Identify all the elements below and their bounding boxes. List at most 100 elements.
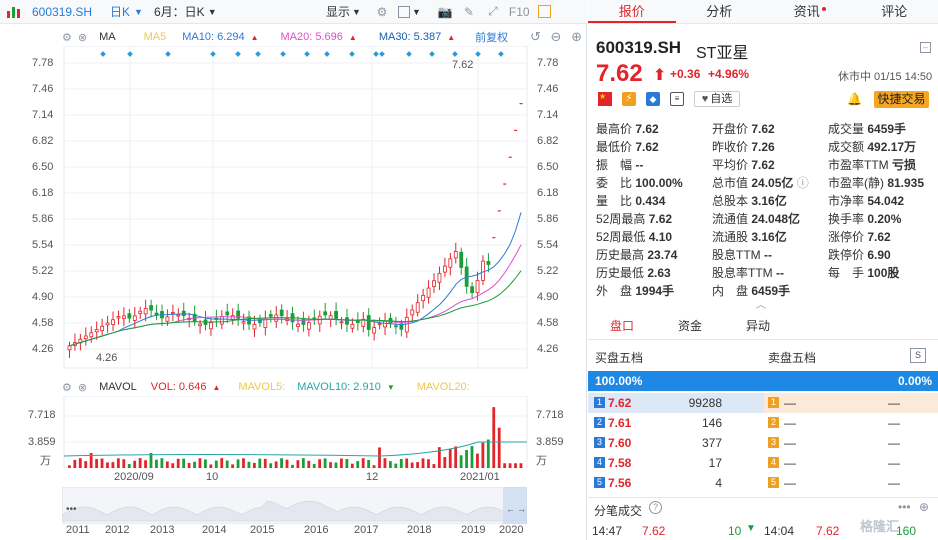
candle [442, 265, 447, 273]
price-tick-label: 7.14 [32, 109, 54, 121]
checkbox-icon[interactable]: ▼ [394, 0, 425, 24]
buy-price: 7.62 [608, 396, 632, 410]
sell-ratio: 0.00% [897, 374, 932, 388]
bell-icon[interactable]: 🔔 [847, 92, 862, 106]
ma10-line [69, 212, 522, 347]
stat-item: 涨停价 7.62 [828, 228, 891, 245]
quote-name: ST亚星 [696, 45, 749, 62]
gear-icon[interactable]: ⚙ [62, 31, 72, 44]
tab-news[interactable]: 资讯 [763, 0, 851, 23]
help-icon[interactable]: ? [649, 501, 662, 514]
tag-icon[interactable]: ◆ [646, 92, 660, 106]
stat-item: 振 幅 -- [596, 156, 643, 173]
volume-bar [345, 459, 349, 468]
price-tick-label: 6.18 [537, 187, 559, 199]
range-select[interactable]: 6月：日K ▼ [150, 0, 224, 24]
volume-bar [378, 447, 381, 468]
stat-key: 历史最低 [596, 266, 648, 280]
info-icon[interactable]: ⓘ [793, 176, 809, 190]
stat-item: 52周最低 4.10 [596, 228, 672, 245]
expand-icon[interactable]: ⤢ [488, 4, 498, 18]
event-marker [429, 51, 435, 57]
stat-item: 跌停价 6.90 [828, 246, 891, 263]
mavol20-label: MAVOL20: [416, 381, 470, 393]
tab-movement[interactable]: 异动 [745, 319, 770, 333]
panel-toggle-icon[interactable] [534, 0, 555, 24]
stat-value: 7.62 [635, 140, 659, 154]
undo-icon[interactable]: ↺ [530, 29, 541, 44]
stat-item: 委 比 100.00% [596, 174, 683, 191]
candle [415, 302, 420, 313]
range-navigator[interactable]: ••• ← → [62, 487, 527, 524]
stat-value: 7.26 [751, 140, 775, 154]
candle [399, 323, 404, 330]
kline-chart[interactable] [0, 46, 587, 370]
chevron-up-icon[interactable]: ︿ [756, 300, 766, 311]
stat-key: 52周最高 [596, 212, 649, 226]
price-tick-label: 4.26 [537, 343, 559, 355]
adjust-select[interactable]: 前复权 [475, 32, 509, 44]
candle [426, 287, 431, 298]
chart-logo-icon [0, 0, 28, 24]
f10-button[interactable]: F10 [508, 4, 530, 19]
pen-icon[interactable]: ✎ [463, 4, 474, 19]
ma5-label: MA5 [143, 31, 167, 43]
volume-bar [301, 458, 305, 468]
quick-trade-button[interactable]: 快捷交易 [874, 91, 929, 108]
candle [481, 260, 485, 281]
add-watchlist-button[interactable]: ♥ 自选 [694, 91, 740, 107]
more-icon[interactable]: ••• [898, 500, 911, 514]
volume-bar [383, 458, 387, 468]
volume-bar [285, 459, 289, 468]
candle [198, 323, 202, 327]
candle [132, 315, 137, 321]
candle [350, 324, 355, 329]
tab-comments[interactable]: 评论 [881, 4, 908, 19]
tab-funds[interactable]: 资金 [677, 319, 702, 333]
expand-circle-icon[interactable]: ⊕ [919, 500, 930, 514]
volume-bar [236, 459, 240, 468]
stat-key: 总市值 [712, 176, 752, 190]
candle [279, 309, 284, 317]
volume-bar [296, 460, 300, 468]
symbol-label[interactable]: 600319.SH [32, 4, 93, 19]
orderbook-settings-icon[interactable]: S [910, 348, 926, 363]
stat-value: 7.62 [648, 212, 673, 226]
zoom-out-icon[interactable]: ⊖ [550, 29, 562, 44]
lightning-icon[interactable]: ⚡ [622, 92, 636, 106]
tab-quote[interactable]: 报价 [588, 0, 676, 23]
stat-item: 内 盘 6459手 [712, 282, 790, 299]
document-icon[interactable]: ≡ [670, 92, 684, 106]
volume-bar [476, 453, 479, 468]
camera-icon[interactable]: 📷 [437, 4, 453, 19]
zoom-in-icon[interactable]: ⊕ [571, 29, 582, 44]
navigator-year-label: 2011 [66, 524, 90, 536]
stat-key: 委 比 [596, 176, 636, 190]
stat-value: -- [764, 248, 772, 262]
buy-level-badge: 3 [594, 437, 605, 448]
close-icon[interactable]: ⊗ [77, 381, 88, 394]
navigator-selection [503, 487, 527, 524]
tab-handicap[interactable]: 盘口 [609, 319, 634, 333]
display-select[interactable]: 显示 ▼ [322, 0, 370, 24]
close-icon[interactable]: ⊗ [77, 31, 88, 44]
candle [470, 286, 474, 294]
volume-bar [437, 447, 441, 468]
settings-icon[interactable]: ⚙ [376, 4, 388, 19]
tab-analysis[interactable]: 分析 [706, 4, 733, 19]
buy-price: 7.58 [608, 456, 632, 470]
volume-chart[interactable] [0, 396, 587, 468]
price-tick-label: 4.90 [32, 291, 54, 303]
stat-key: 流通值 [712, 212, 752, 226]
event-marker [255, 51, 261, 57]
mavol5-label: MAVOL5: [238, 381, 286, 393]
stat-value: -- [635, 158, 644, 172]
arrow-up-icon: ▲ [348, 32, 357, 42]
candle [252, 324, 257, 330]
gear-icon[interactable]: ⚙ [62, 381, 72, 394]
collapse-icon[interactable]: – [920, 42, 931, 53]
volume-bar [106, 462, 109, 468]
stat-key: 成交额 [828, 140, 868, 154]
period-select[interactable]: 日K ▼ [106, 0, 150, 24]
ma10-label: MA10: 6.294 [182, 31, 245, 43]
